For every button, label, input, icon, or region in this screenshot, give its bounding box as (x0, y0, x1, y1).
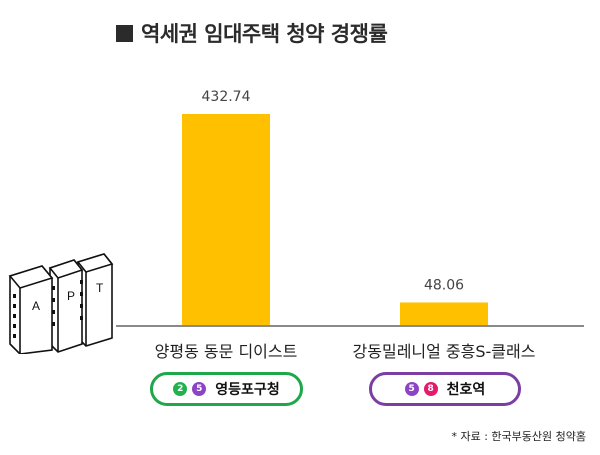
bar-1 (400, 302, 488, 326)
apt-letter-p: P (67, 289, 75, 303)
category-label-0: 양평동 동문 디이스트 (154, 342, 298, 361)
station-badge-cheonho: 5 8 천호역 (369, 372, 521, 406)
bar-value-label-1: 48.06 (424, 277, 464, 293)
line-8-icon: 8 (423, 382, 438, 396)
station-badge-yeongdeungpo: 2 5 영등포구청 (150, 372, 303, 406)
apartment-buildings-icon: A P T (8, 253, 114, 354)
line-2-icon: 2 (173, 382, 188, 396)
bar-value-label-0: 432.74 (202, 89, 251, 105)
category-label-1: 강동밀레니얼 중흥S-클래스 (352, 342, 536, 361)
chart-title: 역세권 임대주택 청약 경쟁률 (116, 18, 388, 48)
apt-letter-t: T (96, 281, 104, 295)
line-5-icon: 5 (192, 382, 207, 396)
chart-title-text: 역세권 임대주택 청약 경쟁률 (141, 22, 388, 46)
title-square-icon (116, 24, 133, 42)
apt-letter-a: A (32, 299, 40, 313)
station-name: 영등포구청 (215, 382, 280, 398)
source-note: * 자료 : 한국부동산원 청약홈 (451, 430, 586, 443)
bar-0 (182, 114, 270, 326)
line-5-icon: 5 (404, 382, 419, 396)
station-name: 천호역 (446, 382, 486, 398)
